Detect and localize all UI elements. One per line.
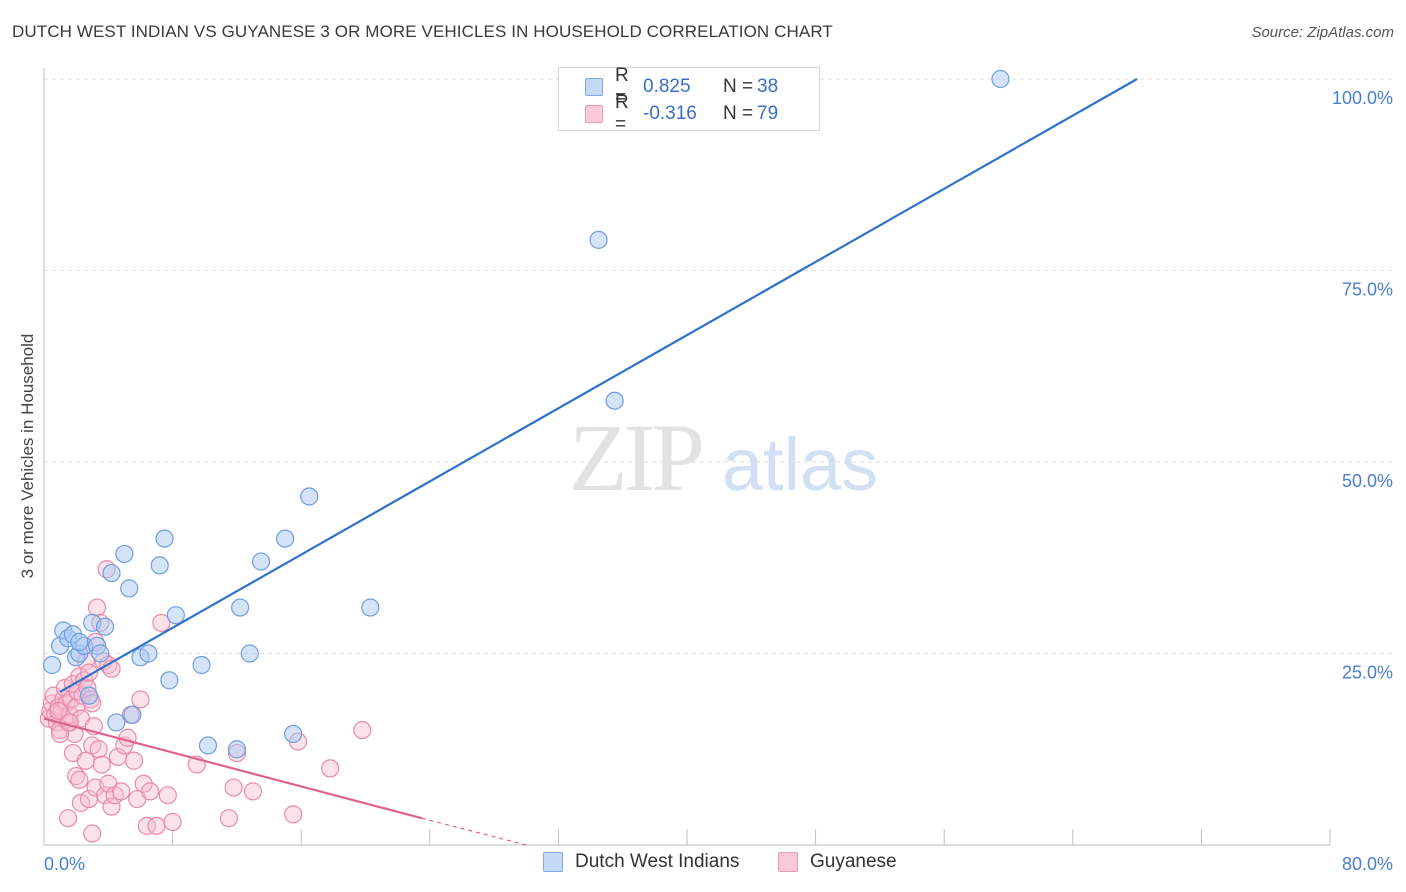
guyanese-point: [163, 812, 182, 832]
dutch-west-indians-point: [192, 655, 211, 675]
guyanese-point: [60, 713, 79, 732]
y-tick-label: 50.0%: [1342, 471, 1393, 491]
guyanese-point: [87, 598, 107, 617]
guyanese-trendline-extension: [421, 817, 527, 846]
series-legend: Dutch West Indians Guyanese: [0, 851, 1406, 879]
dutch-west-indians-point: [42, 655, 62, 675]
dutch-west-indians-point: [166, 606, 185, 625]
guyanese-point: [102, 797, 121, 816]
guyanese-point: [89, 740, 108, 759]
dutch-west-indians-trendline: [59, 78, 1138, 693]
x-tick-label: 0.0%: [44, 854, 85, 874]
dutch-west-indians-point: [231, 598, 250, 617]
guyanese-point: [83, 824, 102, 843]
guyanese-point: [140, 782, 160, 801]
dutch-west-indians-point: [605, 391, 624, 410]
n-value: 38: [757, 76, 779, 97]
x-tick-label: 80.0%: [1342, 854, 1393, 874]
pink-swatch: [585, 105, 603, 123]
dutch-west-indians-point: [155, 529, 174, 548]
y-tick-label: 100.0%: [1332, 88, 1393, 108]
dutch-west-indians-point: [227, 740, 246, 759]
dutch-west-indians-point: [240, 644, 259, 663]
dutch-west-indians-point: [70, 632, 89, 652]
dutch-west-indians-point: [150, 556, 169, 575]
n-value: 79: [757, 103, 779, 124]
guyanese-point: [112, 782, 131, 801]
dutch-west-indians-point: [120, 579, 139, 598]
dutch-west-indians-point: [123, 705, 142, 724]
guyanese-point: [49, 701, 68, 721]
guyanese-point: [59, 809, 78, 828]
n-label: N =: [723, 103, 754, 124]
r-value: -0.316: [643, 103, 697, 124]
blue-swatch: [585, 78, 603, 96]
dutch-west-indians-points: [42, 69, 1010, 759]
guyanese-point: [147, 816, 166, 835]
dutch-west-indians-point: [300, 487, 319, 506]
chart-title: DUTCH WEST INDIAN VS GUYANESE 3 OR MORE …: [12, 22, 833, 41]
dutch-west-indians-point: [79, 686, 99, 705]
guyanese-point: [70, 770, 89, 789]
guyanese-point: [243, 782, 263, 801]
guyanese-point: [219, 809, 238, 828]
y-tick-label: 25.0%: [1342, 663, 1393, 683]
guyanese-point: [284, 805, 303, 824]
pink-swatch: [778, 852, 798, 872]
r-label: R =: [615, 65, 629, 108]
guyanese-point: [224, 778, 243, 797]
dutch-west-indians-point: [102, 563, 121, 583]
legend-row-guyanese: R = -0.316 N = 79: [585, 92, 779, 135]
watermark-atlas: atlas: [722, 423, 878, 506]
legend-label: Guyanese: [810, 851, 897, 872]
tick-labels: 25.0% 50.0% 75.0% 100.0% 0.0% 80.0%: [44, 88, 1393, 874]
dutch-west-indians-point: [251, 552, 271, 571]
legend-row-dutch: R = 0.825 N = 38: [585, 65, 779, 108]
blue-swatch: [543, 852, 563, 872]
guyanese-point: [65, 724, 84, 744]
dutch-west-indians-point: [284, 724, 303, 744]
axes: [43, 68, 1331, 846]
dutch-west-indians-point: [198, 736, 218, 755]
guyanese-point: [353, 720, 372, 740]
gridlines: [44, 78, 1395, 654]
legend-item-guyanese: Guyanese: [778, 851, 897, 873]
dutch-west-indians-point: [115, 544, 134, 564]
dutch-west-indians-point: [160, 671, 179, 690]
dutch-west-indians-point: [95, 617, 115, 636]
r-label: R =: [615, 92, 629, 135]
correlation-legend: R = 0.825 N = 38 R = -0.316 N = 79: [558, 65, 820, 135]
guyanese-point: [124, 751, 144, 770]
dutch-west-indians-point: [361, 598, 380, 617]
dutch-west-indians-point: [991, 69, 1010, 89]
source-label: Source: ZipAtlas.com: [1251, 24, 1394, 41]
dutch-west-indians-point: [589, 230, 608, 249]
legend-item-dutch-west-indians: Dutch West Indians: [543, 851, 739, 873]
guyanese-point: [131, 690, 150, 709]
r-value: 0.825: [643, 76, 691, 97]
dutch-west-indians-point: [107, 713, 126, 732]
guyanese-trendline: [43, 717, 423, 820]
guyanese-point: [321, 759, 340, 778]
guyanese-point: [118, 728, 137, 747]
guyanese-point: [152, 613, 171, 632]
legend-label: Dutch West Indians: [575, 851, 740, 872]
watermark-zip: ZIP: [569, 404, 702, 511]
dutch-west-indians-point: [276, 529, 295, 548]
trendlines: [43, 78, 1138, 846]
dutch-west-indians-point: [139, 644, 158, 663]
dutch-west-indians-point: [91, 644, 110, 663]
guyanese-point: [158, 786, 177, 805]
guyanese-point: [92, 755, 111, 774]
guyanese-point: [137, 816, 156, 835]
n-label: N =: [723, 76, 754, 97]
y-tick-label: 75.0%: [1342, 280, 1393, 300]
